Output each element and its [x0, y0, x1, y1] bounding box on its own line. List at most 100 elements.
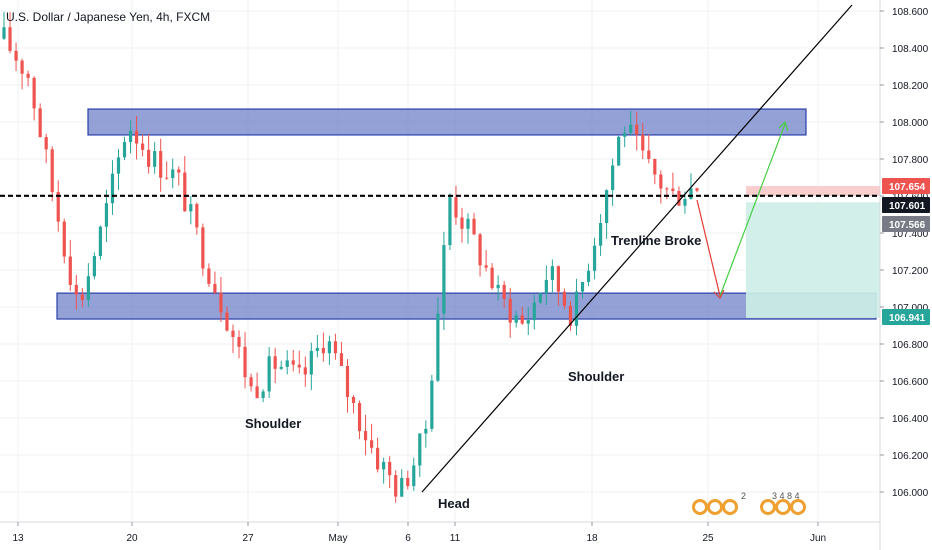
- candle-body: [369, 440, 374, 448]
- candle-body: [267, 356, 271, 392]
- candle-body: [653, 158, 657, 175]
- candle-body: [225, 312, 229, 331]
- candle-body: [623, 132, 627, 137]
- y-tick-label: 106.800: [892, 340, 929, 351]
- candle-body: [586, 270, 591, 282]
- candle-body: [382, 461, 386, 470]
- resistance-zone: [87, 108, 807, 136]
- logo-text: 2: [741, 491, 746, 501]
- candle-body: [8, 27, 12, 51]
- candle-body: [297, 364, 301, 368]
- candle-body: [351, 396, 356, 404]
- price-badge-label: 106.941: [889, 313, 926, 324]
- candle-body: [508, 298, 512, 323]
- logo-ring: [692, 499, 708, 515]
- annotation-label: Head: [438, 496, 470, 511]
- candle-body: [339, 353, 344, 367]
- candle-body: [550, 266, 554, 280]
- candle-body: [159, 151, 163, 178]
- arrow-head-up: [778, 120, 789, 132]
- candle-body: [201, 227, 205, 269]
- y-tick-label: 106.600: [892, 377, 929, 388]
- candle-body: [309, 350, 313, 375]
- candle-body: [520, 315, 524, 324]
- candle-body: [255, 386, 259, 398]
- price-badge-label: 107.566: [889, 220, 926, 231]
- candle-body: [104, 203, 109, 227]
- candle-body: [50, 149, 54, 193]
- candle-body: [303, 367, 307, 375]
- x-tick-label: 6: [405, 533, 411, 544]
- candle-body: [147, 149, 151, 167]
- candle-body: [207, 268, 211, 284]
- candle-body: [580, 281, 585, 292]
- y-tick-label: 108.600: [892, 7, 929, 18]
- y-tick-label: 108.200: [892, 81, 929, 92]
- price-badge-label: 107.654: [889, 182, 926, 193]
- candle-body: [659, 174, 663, 189]
- candle-body: [32, 77, 36, 109]
- candle-body: [327, 341, 332, 354]
- candle-body: [134, 130, 139, 144]
- candle-body: [496, 284, 500, 289]
- projection-up: [719, 123, 786, 297]
- candle-body: [249, 377, 253, 387]
- candle-body: [400, 477, 404, 497]
- y-tick-label: 108.000: [892, 118, 929, 129]
- candle-body: [647, 150, 651, 159]
- candle-body: [677, 191, 681, 206]
- candle-body: [442, 245, 446, 314]
- x-tick-label: May: [329, 533, 348, 544]
- candle-body: [526, 320, 530, 324]
- support-zone: [56, 292, 877, 320]
- candle-body: [424, 428, 428, 434]
- candle-body: [430, 380, 434, 429]
- candles: [2, 11, 699, 503]
- projection-down: [696, 199, 721, 297]
- annotation-label: Trenline Broke: [611, 233, 701, 248]
- candle-body: [448, 197, 452, 246]
- x-tick-label: Jun: [810, 533, 826, 544]
- candle-body: [243, 346, 247, 378]
- candle-body: [291, 360, 295, 365]
- x-tick-label: 20: [126, 533, 138, 544]
- y-tick-label: 106.200: [892, 451, 929, 462]
- candle-body: [213, 283, 217, 293]
- candle-body: [183, 172, 187, 212]
- candle-body: [629, 124, 633, 133]
- price-badge: [882, 309, 930, 325]
- candle-body: [635, 124, 639, 135]
- candle-body: [237, 337, 241, 347]
- candle-body: [592, 245, 597, 271]
- logo-ring: [707, 499, 723, 515]
- candle-body: [357, 403, 362, 432]
- candle-body: [617, 136, 621, 166]
- candle-body: [502, 284, 506, 299]
- candle-body: [556, 266, 560, 292]
- candle-body: [466, 218, 470, 229]
- candle-body: [562, 291, 567, 306]
- candle-body: [436, 313, 440, 381]
- candle-body: [321, 347, 325, 354]
- candle-body: [14, 50, 18, 61]
- price-badge: [882, 216, 930, 232]
- price-badge: [882, 197, 930, 213]
- annotation-label: Shoulder: [568, 369, 624, 384]
- candle-body: [406, 477, 410, 487]
- candle-body: [219, 292, 223, 313]
- candle-body: [116, 157, 121, 174]
- candle-body: [141, 143, 145, 150]
- candle-body: [56, 192, 60, 222]
- candle-body: [165, 177, 169, 179]
- y-tick-label: 107.200: [892, 266, 929, 277]
- y-tick-label: 107.000: [892, 303, 929, 314]
- x-tick-label: 27: [242, 533, 254, 544]
- candle-body: [472, 218, 476, 235]
- candle-body: [98, 226, 103, 256]
- candle-body: [128, 130, 133, 142]
- position-tool: [746, 186, 880, 318]
- candle-body: [665, 188, 669, 190]
- candle-body: [568, 305, 573, 326]
